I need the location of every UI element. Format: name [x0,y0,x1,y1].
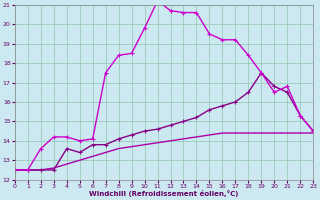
X-axis label: Windchill (Refroidissement éolien,°C): Windchill (Refroidissement éolien,°C) [89,190,239,197]
